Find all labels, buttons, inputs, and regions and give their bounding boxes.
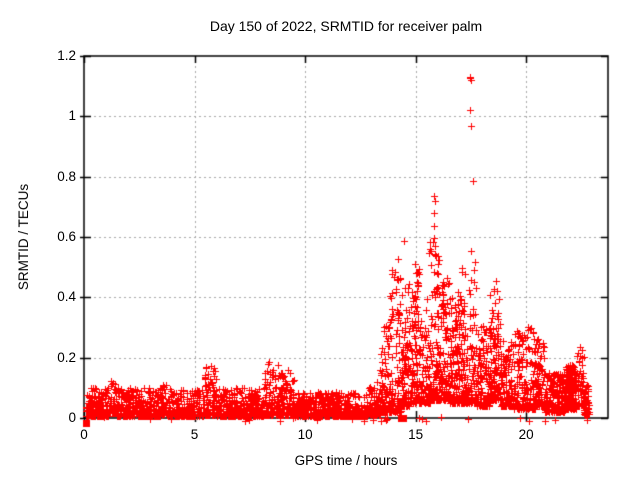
y-tick-label: 0.6: [57, 229, 76, 244]
x-tick-label: 10: [297, 427, 313, 442]
x-tick-label: 0: [80, 427, 88, 442]
x-tick-label: 15: [408, 427, 424, 442]
x-tick-label: 20: [518, 427, 534, 442]
y-tick-label: 0: [68, 410, 76, 425]
y-tick-label: 0.8: [57, 168, 76, 184]
x-axis-label: GPS time / hours: [294, 453, 398, 468]
chart-title: Day 150 of 2022, SRMTID for receiver pal…: [209, 18, 483, 34]
y-tick-label: 1.2: [57, 48, 76, 63]
y-axis-label: SRMTID / TECUs: [16, 183, 31, 291]
y-tick-label: 0.2: [57, 349, 76, 365]
x-tick-label: 5: [190, 427, 199, 442]
y-tick-label: 0.4: [57, 289, 76, 305]
y-tick-label: 1: [68, 108, 76, 124]
